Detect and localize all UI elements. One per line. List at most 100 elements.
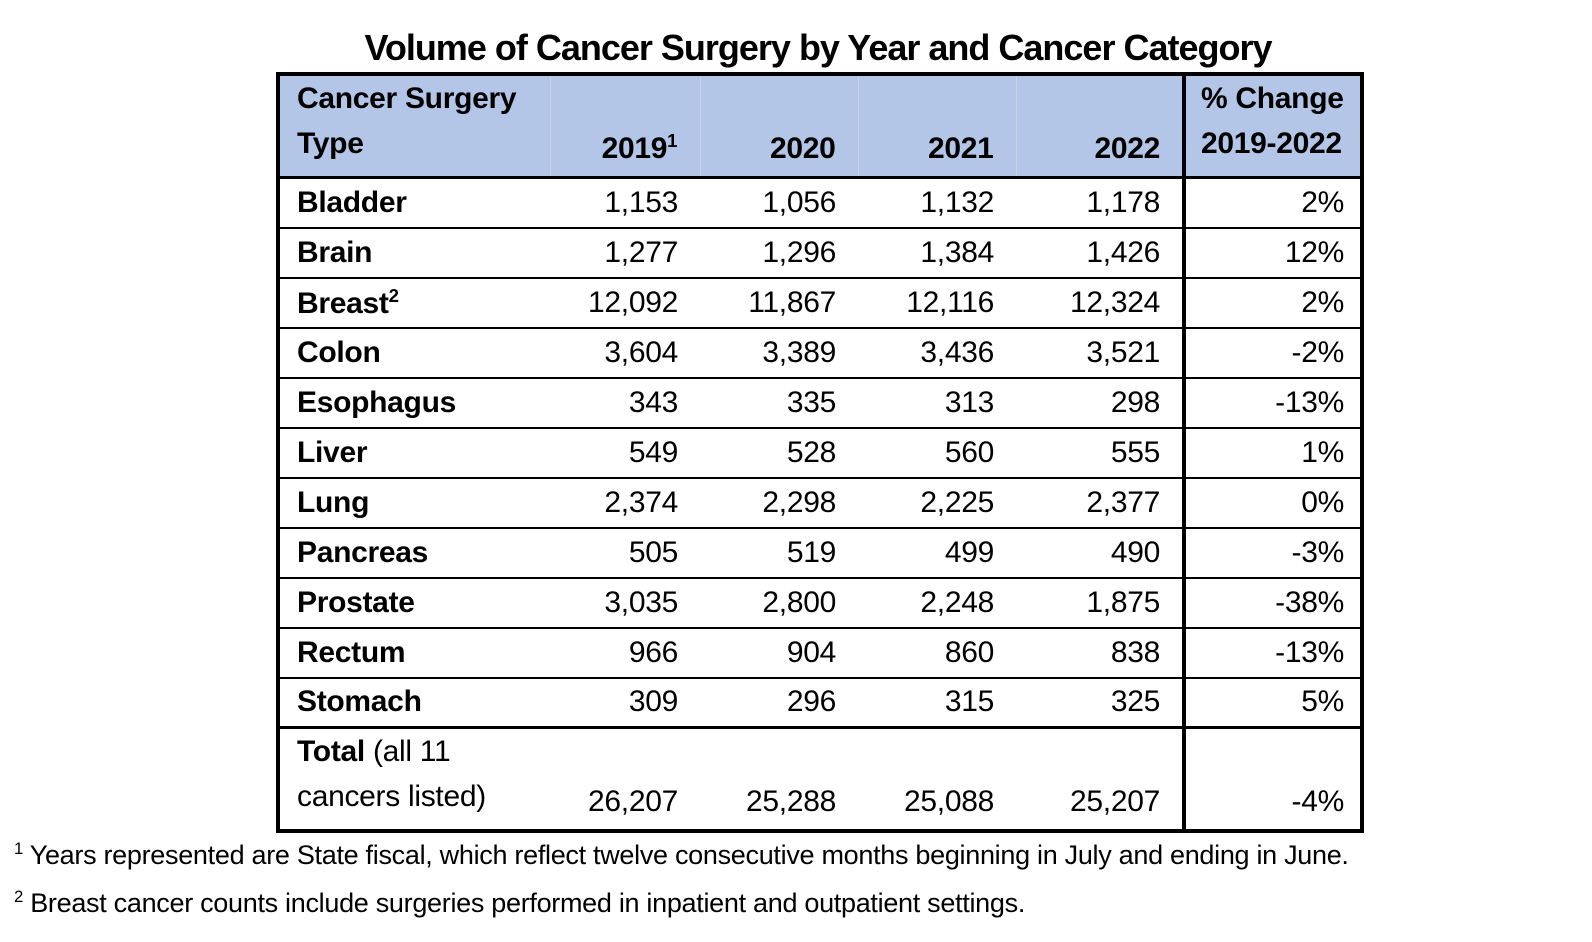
footnote-2-marker-row: 2 (388, 284, 399, 306)
footnote-1-marker: 1 (14, 839, 24, 858)
cell-pct-change: -3% (1182, 526, 1362, 578)
cell-2019: 549 (550, 426, 700, 478)
category-label: Rectum (297, 635, 406, 669)
cell-2022: 838 (1016, 626, 1184, 678)
cell-2019: 505 (550, 526, 700, 578)
table-row: Colon 3,604 3,389 3,436 3,521 -2% (278, 326, 1362, 378)
cell-2020: 519 (700, 526, 858, 578)
cell-2021: 860 (858, 626, 1016, 678)
total-cell-2020: 25,288 (700, 726, 858, 831)
cell-2022: 325 (1016, 676, 1184, 728)
category-label: Prostate (297, 585, 415, 619)
table-row: Esophagus 343 335 313 298 -13% (278, 376, 1362, 428)
cell-2020: 528 (700, 426, 858, 478)
table-row: Bladder 1,153 1,056 1,132 1,178 2% (278, 176, 1362, 228)
header-year-2020: 2020 (699, 74, 858, 179)
header-pct-line2: 2019-2022 (1201, 127, 1342, 160)
cancer-surgery-table: Cancer Surgery Type 20191 2020 2021 2022… (276, 72, 1364, 833)
cell-pct-change: -13% (1182, 626, 1362, 678)
page-title: Volume of Cancer Surgery by Year and Can… (364, 27, 1272, 68)
cell-2020: 904 (700, 626, 858, 678)
cell-2019: 12,092 (550, 276, 700, 328)
table-row: Liver 549 528 560 555 1% (278, 426, 1362, 478)
cell-pct-change: 1% (1182, 426, 1362, 478)
row-category-liver: Liver (278, 426, 550, 478)
table-row: Pancreas 505 519 499 490 -3% (278, 526, 1362, 578)
category-label: Lung (297, 485, 370, 519)
total-cell-2022: 25,207 (1016, 726, 1184, 831)
cell-2020: 3,389 (700, 326, 858, 378)
cell-2020: 296 (700, 676, 858, 728)
cell-2019: 3,604 (550, 326, 700, 378)
cell-2022: 298 (1016, 376, 1184, 428)
cell-2022: 490 (1016, 526, 1184, 578)
cell-pct-change: 12% (1182, 226, 1362, 278)
table-body: Bladder 1,153 1,056 1,132 1,178 2% Brain 1,277 1… (278, 176, 1362, 728)
table-row: Breast2 12,092 11,867 12,116 12,324 2% (278, 276, 1362, 328)
category-label: Brain (297, 235, 373, 269)
cell-2020: 335 (700, 376, 858, 428)
cell-2022: 12,324 (1016, 276, 1184, 328)
cell-2019: 309 (550, 676, 700, 728)
cell-pct-change: -38% (1182, 576, 1362, 628)
cell-2022: 1,178 (1016, 176, 1184, 228)
header-year-2021: 2021 (857, 74, 1016, 179)
cell-2021: 1,132 (858, 176, 1016, 228)
header-pct-change: % Change 2019-2022 (1182, 74, 1362, 179)
table-row: Rectum 966 904 860 838 -13% (278, 626, 1362, 678)
cell-2019: 2,374 (550, 476, 700, 528)
total-cell-pct-change: -4% (1182, 726, 1362, 831)
cell-2022: 555 (1016, 426, 1184, 478)
row-category-rectum: Rectum (278, 626, 550, 678)
cell-2021: 1,384 (858, 226, 1016, 278)
header-type-line1: Cancer Surgery (297, 82, 517, 115)
table-row: Brain 1,277 1,296 1,384 1,426 12% (278, 226, 1362, 278)
cell-2021: 499 (858, 526, 1016, 578)
category-label: Bladder (297, 185, 407, 219)
row-category-colon: Colon (278, 326, 550, 378)
row-category-lung: Lung (278, 476, 550, 528)
total-cell-2019: 26,207 (550, 726, 700, 831)
row-category-stomach: Stomach (278, 676, 550, 728)
cell-2021: 12,116 (858, 276, 1016, 328)
cell-pct-change: 0% (1182, 476, 1362, 528)
cell-2021: 3,436 (858, 326, 1016, 378)
cell-2020: 1,056 (700, 176, 858, 228)
total-label-rest: (all 11 cancers listed) (297, 735, 486, 813)
footnote-2: 2 Breast cancer counts include surgeries… (14, 876, 1349, 924)
category-label: Pancreas (297, 535, 429, 569)
cell-pct-change: 2% (1182, 276, 1362, 328)
table-header-row: Cancer Surgery Type 20191 2020 2021 2022… (278, 74, 1362, 179)
cell-pct-change: 5% (1182, 676, 1362, 728)
total-label: Total (all 11 cancers listed) (278, 726, 550, 831)
cell-2021: 313 (858, 376, 1016, 428)
cell-2021: 315 (858, 676, 1016, 728)
footnote-1-text: Years represented are State fiscal, whic… (29, 840, 1349, 870)
category-label: Colon (297, 335, 381, 369)
category-label: Stomach (297, 685, 422, 719)
cell-2021: 2,248 (858, 576, 1016, 628)
cell-2019: 3,035 (550, 576, 700, 628)
footnotes: 1 Years represented are State fiscal, wh… (14, 828, 1349, 924)
cell-2019: 966 (550, 626, 700, 678)
header-year-2019-label: 2019 (601, 132, 668, 165)
cell-2020: 1,296 (700, 226, 858, 278)
footnote-1: 1 Years represented are State fiscal, wh… (14, 828, 1349, 876)
total-cell-2021: 25,088 (858, 726, 1016, 831)
row-category-pancreas: Pancreas (278, 526, 550, 578)
footnote-1-marker-header: 1 (667, 130, 678, 151)
header-year-2019: 20191 (549, 74, 700, 179)
header-year-2022: 2022 (1015, 74, 1184, 179)
table-row: Stomach 309 296 315 325 5% (278, 676, 1362, 728)
cell-2019: 1,153 (550, 176, 700, 228)
cell-2019: 1,277 (550, 226, 700, 278)
header-pct-line1: % Change (1201, 82, 1344, 115)
table-row: Lung 2,374 2,298 2,225 2,377 0% (278, 476, 1362, 528)
row-category-bladder: Bladder (278, 176, 550, 228)
row-category-breast: Breast2 (278, 276, 550, 328)
table-total-row: Total (all 11 cancers listed) 26,207 25,… (278, 726, 1362, 831)
cell-2019: 343 (550, 376, 700, 428)
cell-2022: 1,875 (1016, 576, 1184, 628)
row-category-brain: Brain (278, 226, 550, 278)
